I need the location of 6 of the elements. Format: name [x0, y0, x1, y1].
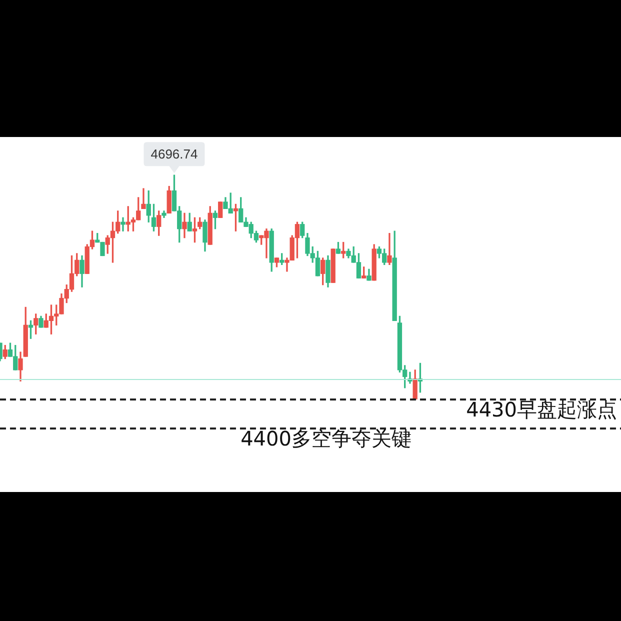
ref-line-label: 4430早盘起涨点: [466, 398, 617, 422]
candlestick: [120, 217, 126, 232]
candlestick: [141, 188, 146, 209]
candlestick: [387, 232, 392, 265]
ref-line-label: 4400多空争夺关键: [240, 426, 412, 451]
annotation: 4696.74: [150, 146, 198, 162]
